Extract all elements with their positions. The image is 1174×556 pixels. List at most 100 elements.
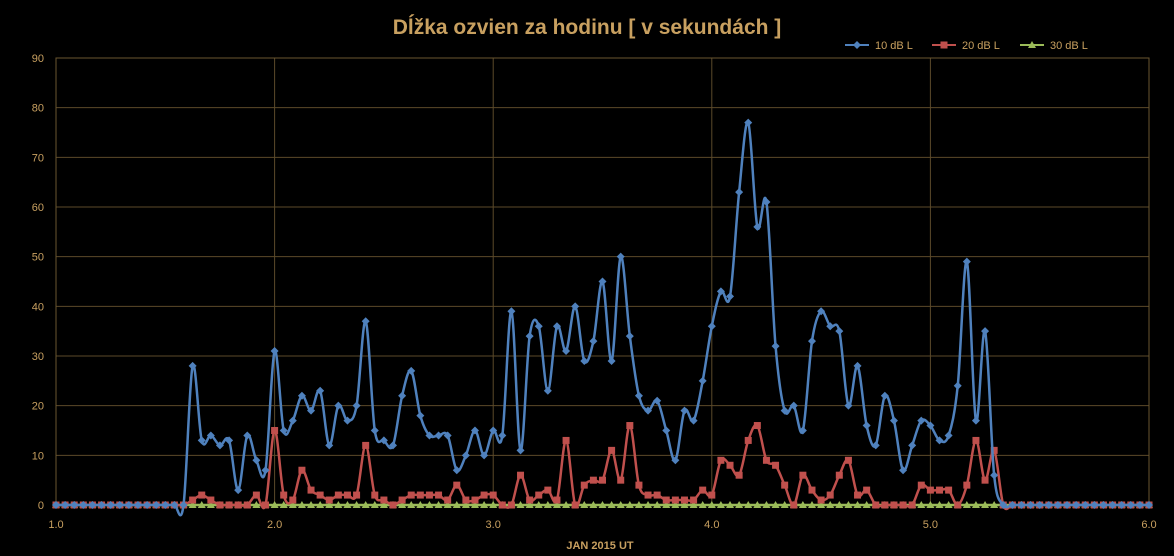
data-point-1-29 [316,491,324,499]
data-point-0-72 [707,322,716,331]
data-point-1-60 [599,476,607,484]
data-point-0-38 [398,391,407,400]
data-point-1-44 [453,481,461,489]
legend-marker-1 [940,41,948,49]
data-point-0-79 [771,342,780,351]
data-point-0-75 [735,188,744,197]
legend-marker-0 [853,41,861,49]
data-point-1-36 [380,496,388,504]
data-point-2-47 [480,501,489,508]
data-point-0-23 [261,466,270,475]
data-point-0-96 [926,421,935,430]
data-point-0-43 [443,431,452,440]
data-point-1-43 [444,496,452,504]
series-line-0 [56,121,1149,517]
data-point-2-64 [634,501,643,508]
data-point-0-73 [716,287,725,296]
data-point-1-85 [826,491,834,499]
x-tick-label-2: 3.0 [486,519,501,531]
y-tick-label-8: 80 [32,103,44,115]
data-point-0-17 [206,431,215,440]
data-point-1-67 [662,496,670,504]
data-point-2-26 [288,501,297,508]
series-10-db-l [52,118,1154,517]
data-point-0-86 [835,327,844,336]
data-point-0-3 [79,501,88,509]
data-point-0-85 [826,322,835,331]
x-tick-label-4: 5.0 [923,519,938,531]
data-point-1-53 [535,491,543,499]
data-point-1-68 [671,496,679,504]
data-point-2-28 [307,501,316,508]
data-point-1-35 [371,491,379,499]
data-point-2-41 [425,501,434,508]
data-point-0-32 [343,416,352,425]
data-point-0-41 [425,431,434,440]
data-point-0-5 [97,501,106,509]
data-point-0-26 [288,416,297,425]
data-point-2-76 [744,501,753,508]
data-point-0-120 [1145,501,1154,509]
data-point-0-99 [953,381,962,390]
data-point-0-104 [999,501,1008,509]
data-point-2-43 [443,501,452,508]
data-point-0-2 [70,501,79,509]
legend-label-1: 20 dB L [962,40,1000,52]
data-point-2-48 [489,501,498,508]
data-point-1-102 [981,476,989,484]
data-point-2-71 [698,501,707,508]
data-point-2-44 [452,501,461,508]
data-point-0-94 [908,441,917,450]
data-point-0-95 [917,416,926,425]
data-point-1-97 [936,486,944,494]
data-point-2-86 [835,501,844,508]
series-line-1 [56,423,1149,511]
data-point-1-101 [972,436,980,444]
data-point-2-33 [352,501,361,508]
data-point-0-27 [297,391,306,400]
data-point-1-82 [799,471,807,479]
x-axis-label: JAN 2015 UT [566,540,634,552]
data-point-2-72 [707,501,716,508]
data-point-1-30 [325,496,333,504]
data-point-1-16 [198,491,206,499]
data-point-2-88 [853,501,862,508]
data-point-2-89 [862,501,871,508]
data-point-1-56 [562,436,570,444]
data-point-0-55 [552,322,561,331]
data-point-0-93 [899,466,908,475]
data-point-2-34 [361,501,370,508]
data-point-0-102 [981,327,990,336]
x-axis-ticks: 1.0 2.0 3.0 4.0 5.0 6.0 [48,519,1156,531]
data-point-0-112 [1072,501,1081,509]
data-point-0-24 [270,347,279,356]
data-point-0-36 [379,436,388,445]
data-point-0-15 [188,361,197,370]
data-point-0-4 [88,501,97,509]
data-point-2-25 [279,501,288,508]
data-point-2-30 [325,501,334,508]
data-point-0-68 [671,456,680,465]
data-point-0-6 [106,501,115,509]
data-point-1-89 [863,486,871,494]
data-point-2-32 [343,501,352,508]
data-point-1-23 [261,501,269,509]
data-point-0-7 [115,501,124,509]
data-point-0-33 [352,401,361,410]
data-point-1-18 [216,501,224,509]
data-point-0-31 [334,401,343,410]
data-point-2-100 [962,501,971,508]
data-point-0-63 [625,332,634,341]
data-point-2-62 [616,501,625,508]
data-point-2-63 [625,501,634,508]
data-point-0-42 [434,431,443,440]
data-point-0-77 [753,222,762,231]
data-point-0-90 [871,441,880,450]
data-point-1-19 [225,501,233,509]
data-point-1-78 [762,456,770,464]
data-point-0-48 [489,426,498,435]
data-point-0-52 [525,332,534,341]
y-tick-label-0: 0 [38,500,44,512]
data-point-2-22 [252,501,261,508]
